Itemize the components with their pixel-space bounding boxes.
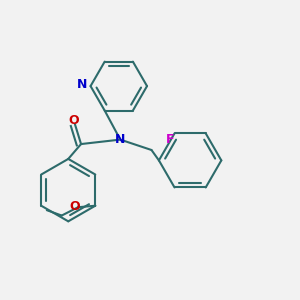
Text: O: O bbox=[68, 114, 79, 128]
Text: N: N bbox=[77, 78, 87, 91]
Text: O: O bbox=[69, 200, 80, 213]
Text: N: N bbox=[115, 133, 125, 146]
Text: F: F bbox=[166, 134, 174, 146]
